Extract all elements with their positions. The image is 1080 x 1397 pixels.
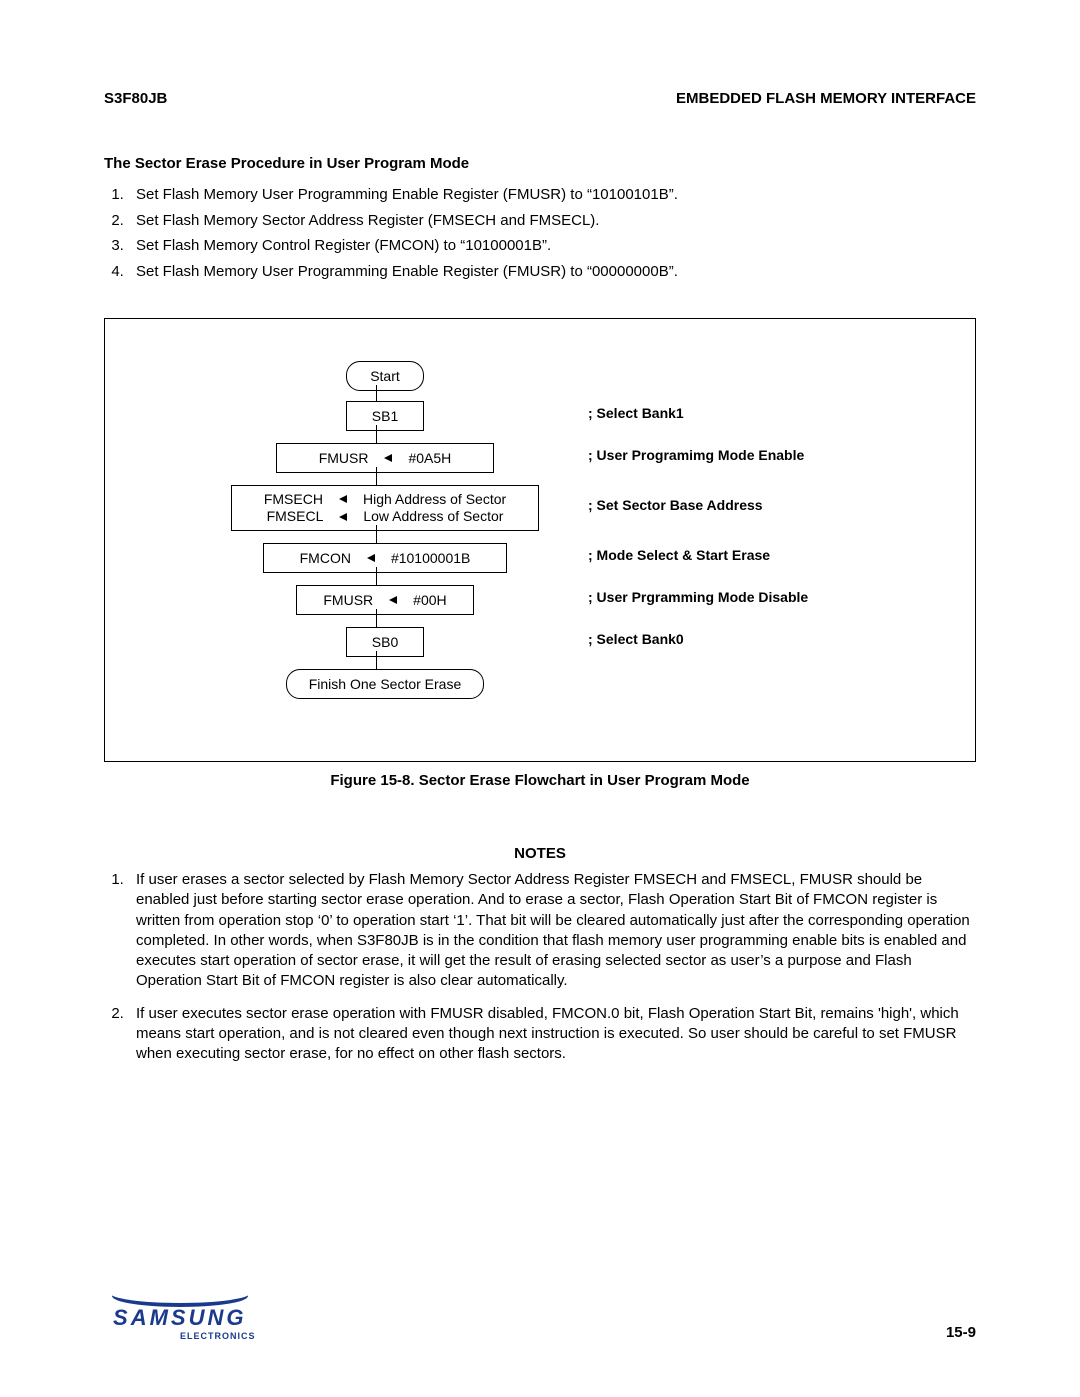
figure-caption: Figure 15-8. Sector Erase Flowchart in U… — [104, 772, 976, 789]
connector-line — [376, 467, 377, 485]
flow-ann-bank0: ; Select Bank0 — [588, 631, 684, 647]
section-title: The Sector Erase Procedure in User Progr… — [104, 155, 976, 172]
page-footer: SAMSUNG ELECTRONICS 15-9 — [104, 1283, 976, 1341]
logo-subtext: ELECTRONICS — [180, 1331, 256, 1341]
flow-fmcon: FMCON#10100001B — [263, 543, 507, 573]
notes-list: If user erases a sector selected by Flas… — [104, 870, 976, 1064]
flow-ann-bank1: ; Select Bank1 — [588, 405, 684, 421]
flow-sb1: SB1 — [346, 401, 424, 431]
connector-line — [376, 525, 377, 543]
flowchart: Start SB1 ; Select Bank1 FMUSR#0A5H ; User P… — [160, 361, 920, 721]
connector-line — [376, 425, 377, 443]
step-item: Set Flash Memory Sector Address Register… — [128, 208, 976, 234]
connector-line — [376, 651, 377, 669]
header-right: EMBEDDED FLASH MEMORY INTERFACE — [676, 90, 976, 107]
connector-line — [376, 567, 377, 585]
flow-finish: Finish One Sector Erase — [286, 669, 484, 699]
flow-ann-enable: ; User Programimg Mode Enable — [588, 447, 804, 463]
procedure-steps: Set Flash Memory User Programming Enable… — [104, 182, 976, 284]
flow-ann-baseaddr: ; Set Sector Base Address — [588, 497, 763, 513]
step-item: Set Flash Memory User Programming Enable… — [128, 259, 976, 285]
flow-fmusr-disable: FMUSR#00H — [296, 585, 474, 615]
connector-line — [376, 609, 377, 627]
step-item: Set Flash Memory Control Register (FMCON… — [128, 233, 976, 259]
logo-text: SAMSUNG — [113, 1305, 246, 1331]
page-header: S3F80JB EMBEDDED FLASH MEMORY INTERFACE — [104, 90, 976, 107]
page: S3F80JB EMBEDDED FLASH MEMORY INTERFACE … — [0, 0, 1080, 1397]
header-left: S3F80JB — [104, 90, 167, 107]
flow-sector-addr: FMSECHHigh Address of SectorFMSECLLow Ad… — [231, 485, 539, 531]
notes-title: NOTES — [104, 845, 976, 862]
note-item: If user erases a sector selected by Flas… — [128, 870, 976, 992]
flow-ann-disable: ; User Prgramming Mode Disable — [588, 589, 808, 605]
flow-fmusr-enable: FMUSR#0A5H — [276, 443, 494, 473]
flow-ann-erase: ; Mode Select & Start Erase — [588, 547, 770, 563]
figure-box: Start SB1 ; Select Bank1 FMUSR#0A5H ; User P… — [104, 318, 976, 762]
page-number: 15-9 — [946, 1324, 976, 1341]
flow-start: Start — [346, 361, 424, 391]
flow-sb0: SB0 — [346, 627, 424, 657]
note-item: If user executes sector erase operation … — [128, 1004, 976, 1065]
logo: SAMSUNG ELECTRONICS — [104, 1283, 256, 1341]
connector-line — [376, 385, 377, 401]
step-item: Set Flash Memory User Programming Enable… — [128, 182, 976, 208]
